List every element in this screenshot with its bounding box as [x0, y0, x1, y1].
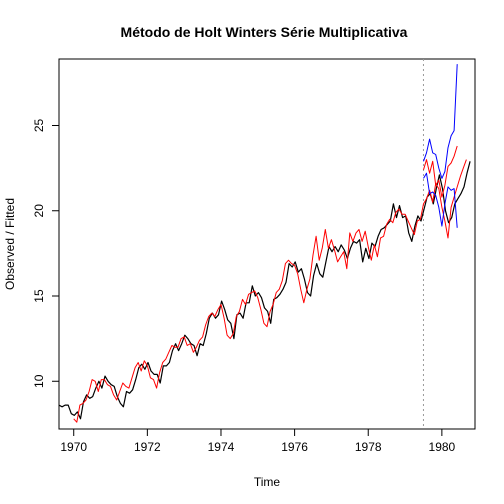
- series-group: [58, 64, 471, 423]
- y-axis: 10 15 20 25: [32, 119, 59, 388]
- plot-frame: [58, 58, 476, 430]
- y-tick-label-0: 10: [32, 374, 46, 388]
- series-lower-line: [423, 172, 458, 228]
- x-tick-label-2: 1974: [208, 440, 235, 454]
- x-tick-label-4: 1978: [355, 440, 382, 454]
- y-tick-label-1: 15: [32, 289, 46, 303]
- series-observed-line: [58, 161, 471, 420]
- x-tick-label-0: 1970: [60, 440, 87, 454]
- chart-title: Método de Holt Winters Série Multiplicat…: [121, 24, 408, 40]
- series-forecast-line: [423, 145, 458, 198]
- y-tick-label-3: 25: [32, 119, 46, 133]
- x-tick-label-5: 1980: [429, 440, 456, 454]
- y-axis-label: Observed / Fitted: [3, 198, 17, 290]
- x-tick-label-3: 1976: [281, 440, 308, 454]
- x-tick-label-1: 1972: [134, 440, 161, 454]
- y-tick-label-2: 20: [32, 204, 46, 218]
- series-fitted-line: [73, 159, 467, 423]
- series-upper-line: [423, 64, 458, 179]
- x-axis-label: Time: [254, 475, 281, 489]
- x-axis: 1970 1972 1974 1976 1978 1980: [60, 429, 456, 454]
